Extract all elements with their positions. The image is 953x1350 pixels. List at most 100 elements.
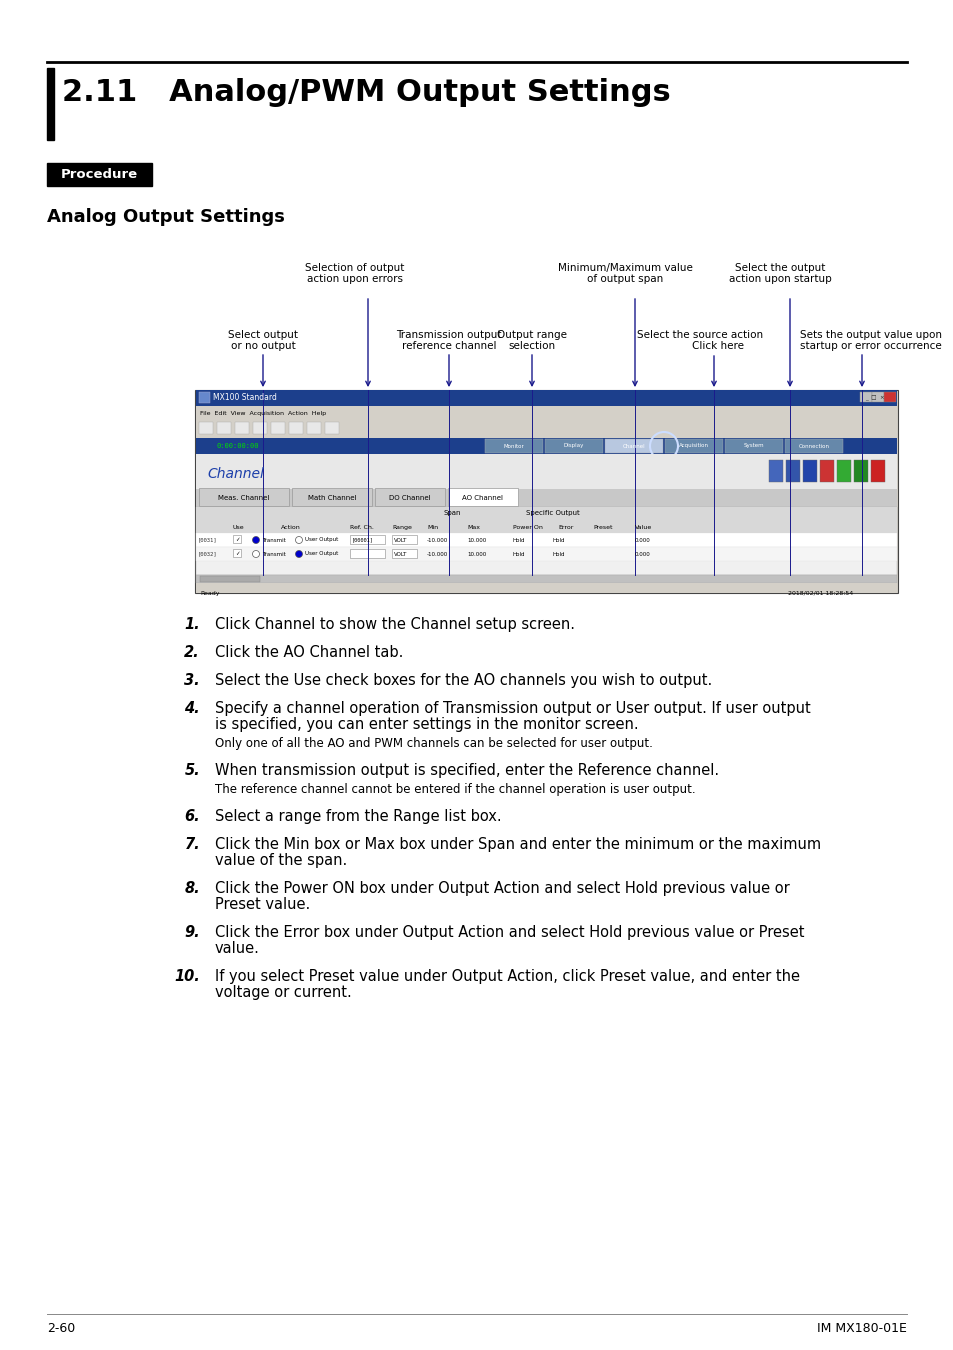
Text: of output span: of output span <box>586 274 662 284</box>
Bar <box>350 549 385 558</box>
Text: value.: value. <box>214 941 259 956</box>
Text: Select output: Select output <box>228 329 297 340</box>
Text: ✓: ✓ <box>234 537 239 543</box>
Bar <box>199 423 213 433</box>
Text: Hold: Hold <box>553 552 565 556</box>
Bar <box>253 423 267 433</box>
Text: 10.000: 10.000 <box>467 537 486 543</box>
Text: Math Channel: Math Channel <box>308 495 355 501</box>
Text: Display: Display <box>563 444 583 448</box>
Text: Select the output: Select the output <box>734 263 824 273</box>
Text: MX100 Standard: MX100 Standard <box>213 393 276 402</box>
Text: Action: Action <box>281 525 300 531</box>
Bar <box>195 508 896 575</box>
Bar <box>785 460 800 482</box>
Text: 9.: 9. <box>184 925 200 940</box>
Text: User Output: User Output <box>305 552 338 556</box>
Text: Click Channel to show the Channel setup screen.: Click Channel to show the Channel setup … <box>214 617 575 632</box>
Text: Transmission output: Transmission output <box>395 329 501 340</box>
Text: If you select Preset value under Output Action, click Preset value, and enter th: If you select Preset value under Output … <box>214 969 800 984</box>
Bar <box>544 439 602 454</box>
Text: 0:00:00:00: 0:00:00:00 <box>216 443 259 450</box>
Text: Error: Error <box>558 525 573 531</box>
Text: Preset: Preset <box>593 525 612 531</box>
Bar <box>47 163 152 186</box>
Bar <box>195 420 896 437</box>
Text: Output range: Output range <box>497 329 566 340</box>
Bar <box>233 535 241 543</box>
Text: voltage or current.: voltage or current. <box>214 986 352 1000</box>
Bar <box>195 520 896 533</box>
Text: 6.: 6. <box>184 809 200 824</box>
Bar <box>200 576 260 582</box>
Text: Ref. Ch.: Ref. Ch. <box>350 525 374 531</box>
Bar <box>484 439 542 454</box>
Text: Select the Use check boxes for the AO channels you wish to output.: Select the Use check boxes for the AO ch… <box>214 674 712 688</box>
Bar <box>853 460 867 482</box>
Text: Minimum/Maximum value: Minimum/Maximum value <box>557 263 692 273</box>
Bar <box>233 549 241 558</box>
Text: Power On: Power On <box>513 525 542 531</box>
Text: IM MX180-01E: IM MX180-01E <box>817 1322 906 1335</box>
Text: Click the AO Channel tab.: Click the AO Channel tab. <box>214 645 403 660</box>
Bar <box>195 406 896 420</box>
Text: User Output: User Output <box>305 537 338 543</box>
Bar <box>392 549 416 558</box>
Text: 10.000: 10.000 <box>467 552 486 556</box>
Text: action upon errors: action upon errors <box>307 274 402 284</box>
Text: Selection of output: Selection of output <box>305 263 404 273</box>
Text: 2.: 2. <box>184 645 200 660</box>
Text: Procedure: Procedure <box>61 167 138 181</box>
Text: selection: selection <box>508 342 555 351</box>
Text: Ready: Ready <box>200 590 219 595</box>
Bar <box>768 460 782 482</box>
Bar <box>292 487 372 506</box>
Circle shape <box>253 551 259 558</box>
Text: 8.: 8. <box>184 882 200 896</box>
Bar <box>724 439 782 454</box>
Bar <box>195 454 896 489</box>
Bar <box>870 460 884 482</box>
Text: File  Edit  View  Acquisition  Action  Help: File Edit View Acquisition Action Help <box>200 410 326 416</box>
Text: Hold: Hold <box>513 537 525 543</box>
Text: Max: Max <box>467 525 479 531</box>
Text: [0031]: [0031] <box>198 537 217 543</box>
Text: Click the Error box under Output Action and select Hold previous value or Preset: Click the Error box under Output Action … <box>214 925 803 940</box>
Circle shape <box>295 551 302 558</box>
Text: or no output: or no output <box>231 342 295 351</box>
Text: ✓: ✓ <box>234 552 239 556</box>
Text: Click the Power ON box under Output Action and select Hold previous value or: Click the Power ON box under Output Acti… <box>214 882 789 896</box>
Bar <box>194 390 897 593</box>
Circle shape <box>253 536 259 544</box>
Text: -10.000: -10.000 <box>427 552 448 556</box>
Text: Range: Range <box>392 525 412 531</box>
Text: 4.: 4. <box>184 701 200 716</box>
Text: Sets the output value upon: Sets the output value upon <box>800 329 941 340</box>
Bar <box>871 392 883 402</box>
Text: Click the Min box or Max box under Span and enter the minimum or the maximum: Click the Min box or Max box under Span … <box>214 837 821 852</box>
Text: Transmit: Transmit <box>262 537 286 543</box>
Bar <box>195 547 896 562</box>
Text: 7.: 7. <box>184 837 200 852</box>
Text: Only one of all the AO and PWM channels can be selected for user output.: Only one of all the AO and PWM channels … <box>214 737 652 751</box>
Text: System: System <box>743 444 763 448</box>
Bar <box>604 439 662 454</box>
Text: 1.: 1. <box>184 617 200 632</box>
Bar <box>47 68 54 140</box>
Bar <box>350 535 385 544</box>
Bar <box>195 489 896 508</box>
Text: startup or error occurrence: startup or error occurrence <box>800 342 941 351</box>
Bar <box>199 487 289 506</box>
Text: action upon startup: action upon startup <box>728 274 830 284</box>
Bar <box>216 423 231 433</box>
Text: The reference channel cannot be entered if the channel operation is user output.: The reference channel cannot be entered … <box>214 783 695 796</box>
Bar <box>820 460 833 482</box>
Text: Value: Value <box>635 525 652 531</box>
Text: Channel: Channel <box>207 467 264 481</box>
Text: value of the span.: value of the span. <box>214 853 347 868</box>
Text: reference channel: reference channel <box>401 342 496 351</box>
Text: is specified, you can enter settings in the monitor screen.: is specified, you can enter settings in … <box>214 717 638 732</box>
Bar <box>883 392 895 402</box>
Circle shape <box>295 536 302 544</box>
Bar <box>392 535 416 544</box>
